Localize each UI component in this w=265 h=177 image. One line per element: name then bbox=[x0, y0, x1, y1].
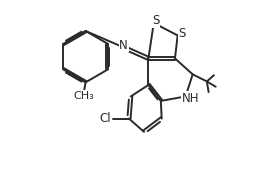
Text: NH: NH bbox=[182, 92, 200, 105]
Text: S: S bbox=[178, 27, 186, 40]
Text: S: S bbox=[152, 14, 159, 27]
Text: Cl: Cl bbox=[99, 112, 111, 125]
Text: CH₃: CH₃ bbox=[73, 91, 94, 101]
Text: N: N bbox=[119, 39, 128, 52]
